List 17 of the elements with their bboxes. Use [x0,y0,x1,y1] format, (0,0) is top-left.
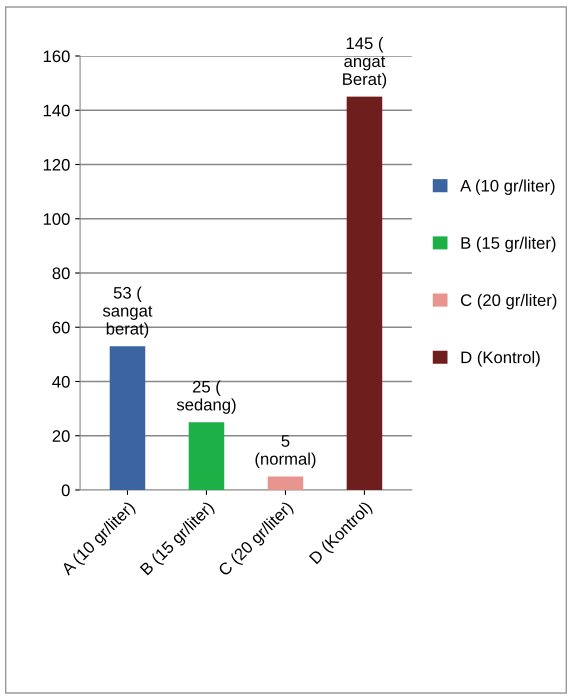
y-tick-label: 100 [44,213,70,225]
data-label: 5 (normal) [255,435,316,468]
legend-label: C (20 gr/liter) [460,294,556,310]
y-tick-label: 60 [52,322,70,334]
y-tick-label: 20 [52,430,70,442]
legend-label: D (Kontrol) [462,351,540,367]
y-tick-label: 40 [52,376,70,388]
data-label: 25 ( sedang) [176,380,236,414]
data-label: 145 ( angat Berat) [343,36,386,88]
y-tick-label: 120 [44,158,70,171]
y-tick-label: 160 [44,50,70,62]
y-tick-label: 80 [52,267,70,280]
data-label: 53 ( sangat berat) [102,286,152,338]
y-tick-label: 140 [44,104,70,116]
legend-label: B (15 gr/liter) [462,236,556,252]
legend-label: A (10 gr/liter) [460,179,555,195]
y-tick-label: 0 [62,484,70,496]
